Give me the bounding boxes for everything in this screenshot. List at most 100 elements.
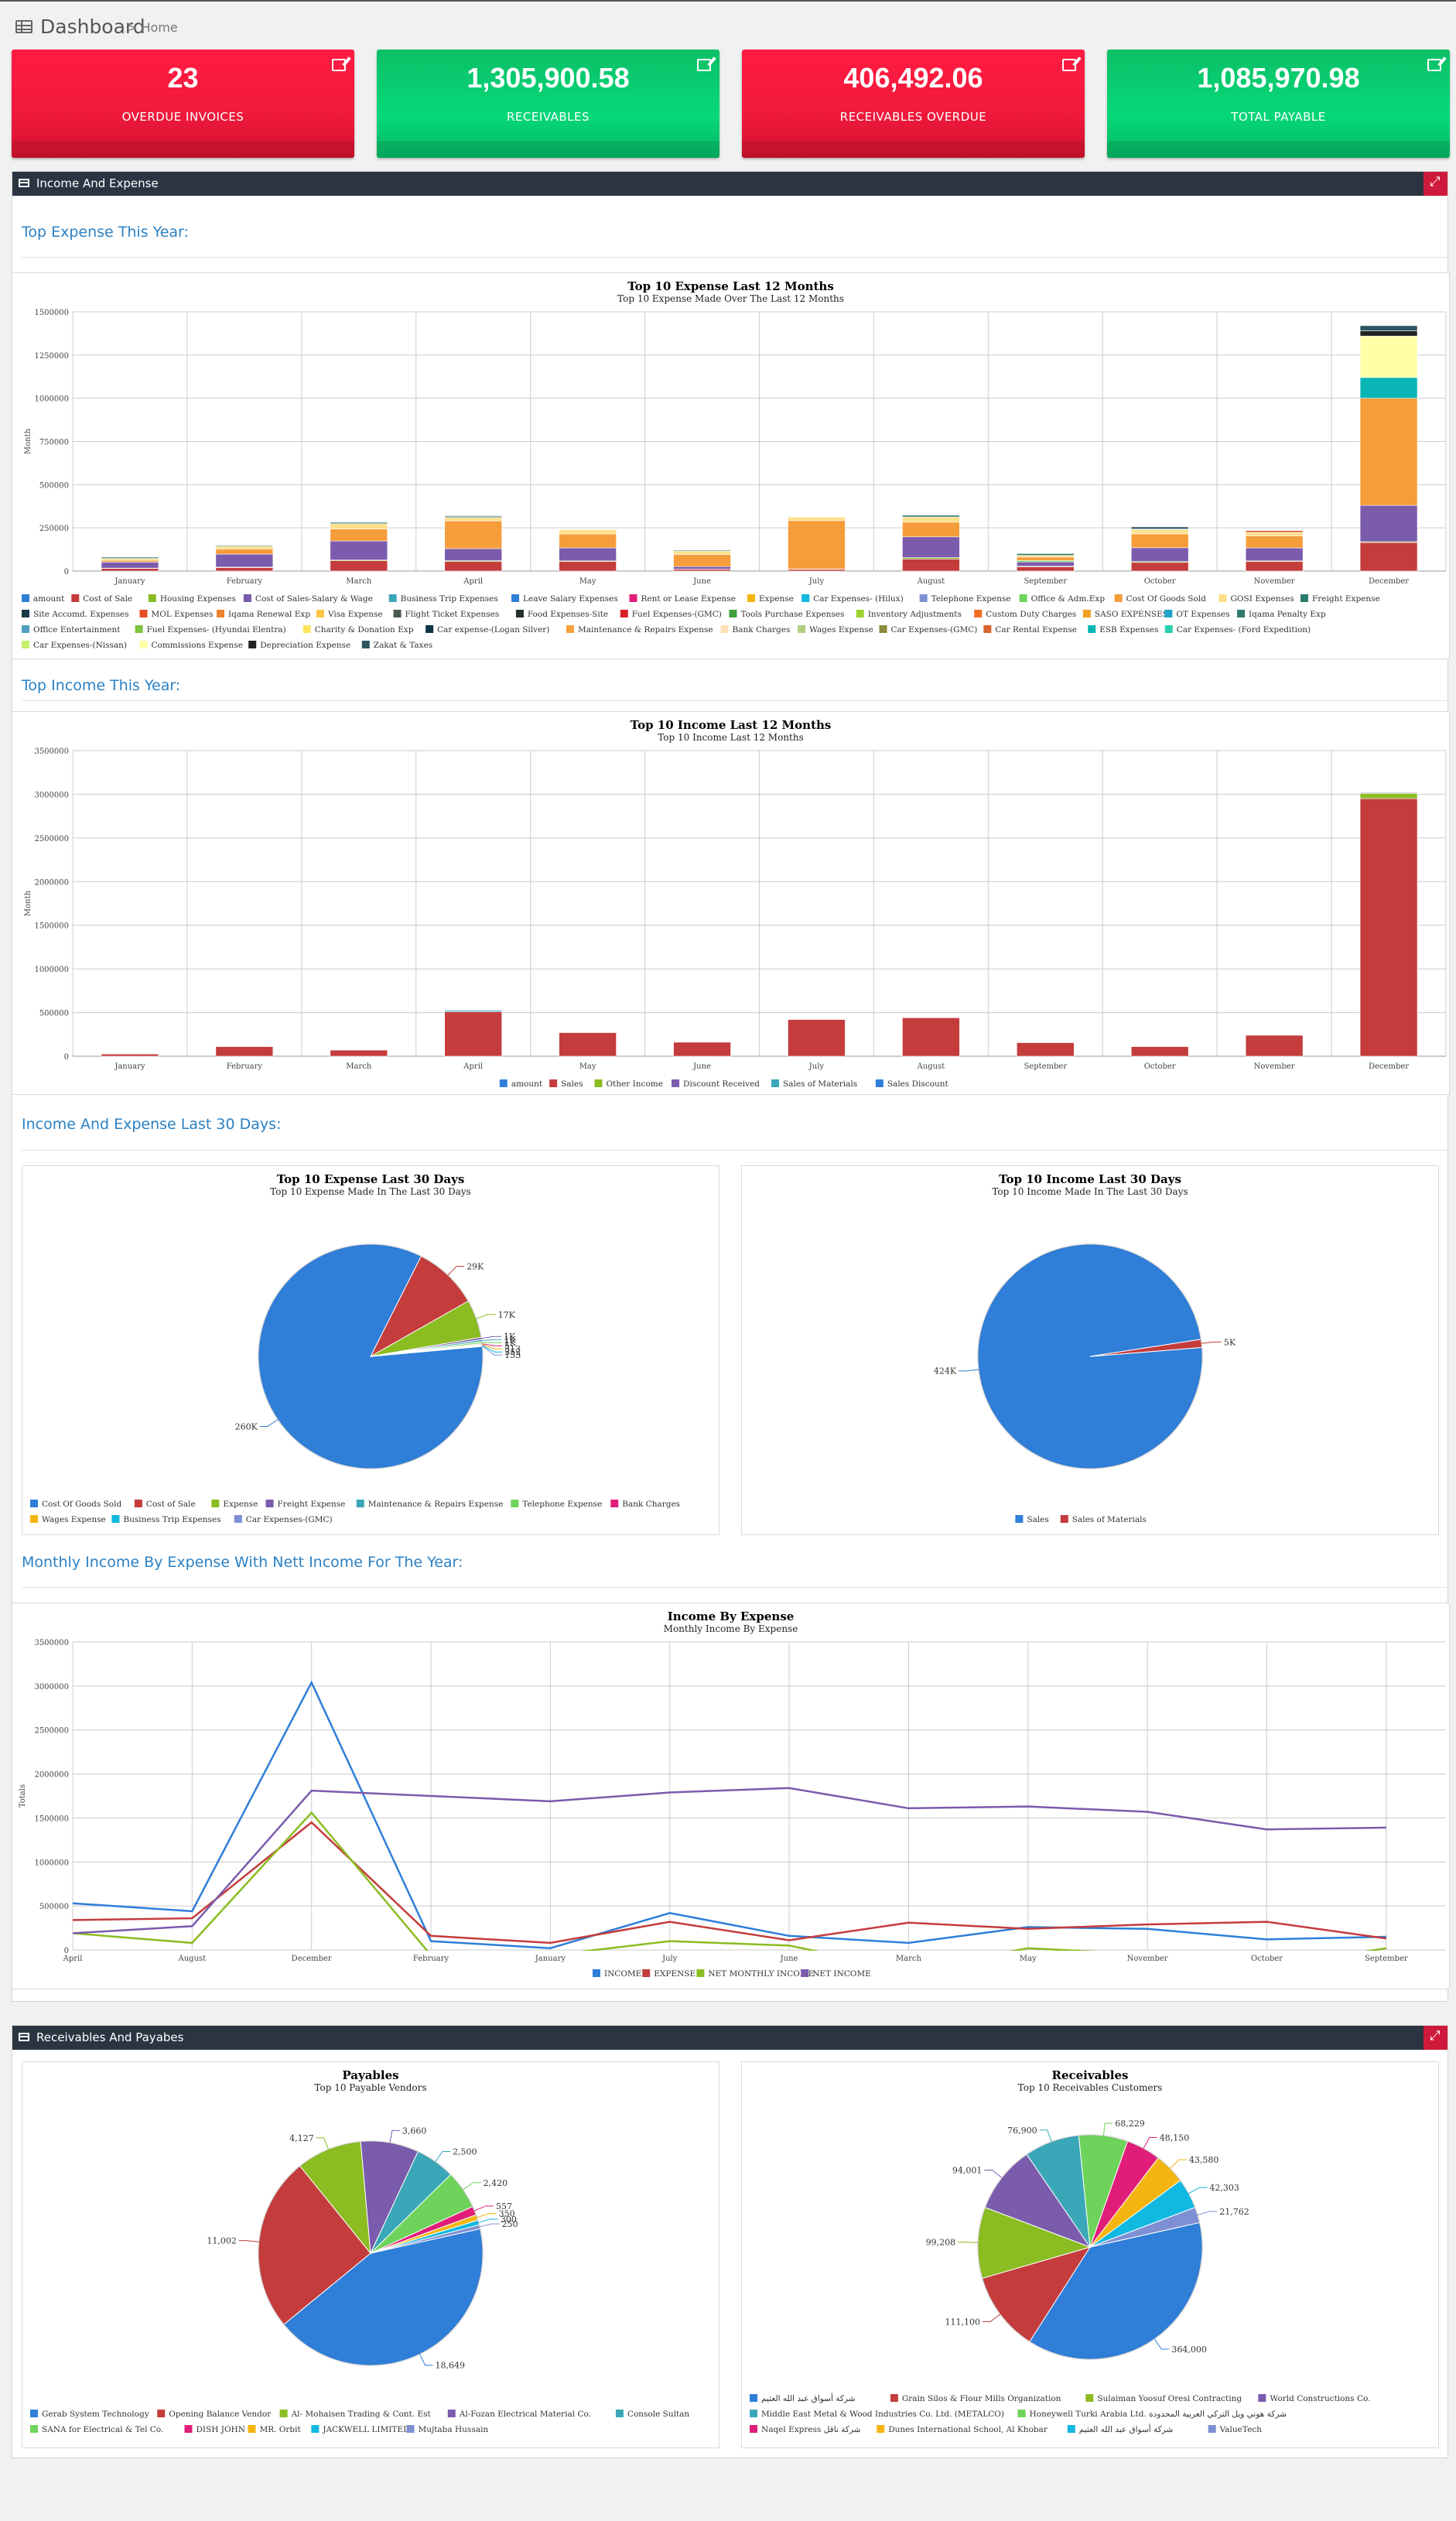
legend-swatch xyxy=(642,1969,651,1977)
legend-swatch xyxy=(1060,1515,1068,1523)
label-connector xyxy=(1201,1341,1222,1344)
pie-rim xyxy=(258,2140,484,2366)
y-tick-label: 1000000 xyxy=(34,1859,69,1867)
y-tick-label: 0 xyxy=(64,1053,69,1062)
x-tick-label: September xyxy=(1024,577,1067,586)
bar-segment xyxy=(1359,330,1418,337)
legend-swatch xyxy=(311,2425,320,2433)
bar-segment xyxy=(1130,529,1189,535)
edit-icon[interactable] xyxy=(697,59,711,71)
legend-item: Food Expenses-Site xyxy=(528,610,608,619)
x-tick-label: October xyxy=(1144,577,1176,586)
legend-swatch xyxy=(974,610,983,617)
legend-swatch xyxy=(139,641,148,648)
x-tick-label: September xyxy=(1024,1062,1067,1071)
legend-item: Car Expenses- (Ford Expedition) xyxy=(1177,625,1311,635)
legend-item: EXPENSE xyxy=(654,1969,696,1979)
chart-title: Payables xyxy=(342,2068,398,2082)
bar-segment xyxy=(902,522,960,538)
stat-card-overdue-invoices[interactable]: 23 OVERDUE INVOICES xyxy=(12,50,354,158)
legend-swatch xyxy=(388,594,397,602)
legend-swatch xyxy=(696,1969,705,1977)
legend-item: Business Trip Expenses xyxy=(401,594,498,604)
legend-swatch xyxy=(750,2410,757,2417)
label-connector xyxy=(477,2213,497,2218)
stat-card-receivables-overdue[interactable]: 406,492.06 RECEIVABLES OVERDUE xyxy=(742,50,1085,158)
legend-item: Zakat & Taxes xyxy=(374,641,432,650)
legend-item: INCOME xyxy=(604,1969,641,1979)
y-tick-label: 500000 xyxy=(39,481,69,490)
bar-segment xyxy=(673,554,731,567)
legend-item: SASO EXPENSES xyxy=(1095,610,1168,619)
legend-item: Site Accomd. Expenses xyxy=(33,610,129,619)
x-tick-label: June xyxy=(780,1955,798,1963)
bar-segment xyxy=(673,549,731,552)
legend-item: amount xyxy=(511,1079,543,1089)
legend-item: Al- Mohaisen Trading & Cont. Est xyxy=(291,2410,432,2419)
bar-segment xyxy=(444,515,502,517)
legend-item: amount xyxy=(33,594,65,604)
y-tick-label: 0 xyxy=(64,1947,69,1955)
x-tick-label: April xyxy=(463,577,483,586)
legend-swatch xyxy=(771,1079,780,1087)
label-connector xyxy=(476,1314,496,1319)
y-axis-label: Month xyxy=(24,428,32,454)
x-tick-label: February xyxy=(227,577,263,586)
legend-item: Inventory Adjustments xyxy=(868,610,962,619)
legend-item: Visa Expense xyxy=(327,610,383,619)
bar-segment xyxy=(1359,792,1418,794)
legend-item: Maintenance & Repairs Expense xyxy=(578,625,713,635)
legend-item: Opening Balance Vendor xyxy=(169,2410,272,2419)
stat-card-receivables[interactable]: 1,305,900.58 RECEIVABLES xyxy=(377,50,719,158)
pie-slice xyxy=(370,2224,481,2254)
y-tick-label: 0 xyxy=(64,568,69,576)
edit-icon[interactable] xyxy=(1427,59,1441,71)
legend-item: Business Trip Expenses xyxy=(123,1515,220,1524)
stat-value: 1,085,970.98 xyxy=(1197,62,1360,94)
data-label: 99,208 xyxy=(926,2238,956,2248)
breadcrumb[interactable]: > Home xyxy=(127,20,178,35)
legend-swatch xyxy=(30,1500,38,1507)
legend-swatch xyxy=(30,2410,38,2417)
stat-label: OVERDUE INVOICES xyxy=(121,110,244,124)
legend-swatch xyxy=(856,610,864,617)
legend-swatch xyxy=(592,1969,600,1977)
bar-segment xyxy=(788,520,846,570)
bar-segment xyxy=(1130,1046,1189,1057)
stat-card-total-payable[interactable]: 1,085,970.98 TOTAL PAYABLE xyxy=(1107,50,1450,158)
data-label: 153 xyxy=(504,1350,521,1360)
legend-swatch xyxy=(672,1079,680,1087)
bar-segment xyxy=(1017,1042,1075,1057)
label-connector xyxy=(478,2218,498,2223)
legend-swatch xyxy=(747,594,755,602)
bar-segment xyxy=(330,523,388,529)
label-connector xyxy=(1197,2211,1218,2215)
legend-swatch xyxy=(615,2410,624,2417)
bar-segment xyxy=(330,528,388,542)
data-label: 2,420 xyxy=(484,2178,508,2188)
panel-title: Receivables And Payabes xyxy=(36,2030,184,2044)
legend-swatch xyxy=(1208,2425,1216,2433)
label-connector xyxy=(435,2151,450,2162)
bar-segment xyxy=(101,568,159,572)
x-tick-label: July xyxy=(661,1955,678,1963)
data-label: 350 xyxy=(499,2209,515,2219)
top-income-heading: Top Income This Year: xyxy=(22,677,181,694)
legend-swatch xyxy=(22,641,29,648)
expand-icon[interactable] xyxy=(1424,172,1447,196)
edit-icon[interactable] xyxy=(1062,59,1076,71)
legend-item: Cost of Sale xyxy=(83,594,132,604)
top-expense-heading: Top Expense This Year: xyxy=(22,224,189,241)
edit-icon[interactable] xyxy=(332,59,346,71)
stat-value: 406,492.06 xyxy=(843,62,983,94)
legend-item: Car Expenses- (Hilux) xyxy=(813,594,904,604)
pie-rim xyxy=(258,1243,484,1469)
legend-swatch xyxy=(729,610,737,617)
legend-swatch xyxy=(406,2425,415,2433)
legend-item: MOL Expenses xyxy=(151,610,213,619)
bar-segment xyxy=(673,569,731,572)
expand-icon[interactable] xyxy=(1424,2026,1447,2050)
legend-item: Middle East Metal & Wood Industries Co. … xyxy=(761,2410,1004,2419)
legend-swatch xyxy=(1164,625,1173,633)
